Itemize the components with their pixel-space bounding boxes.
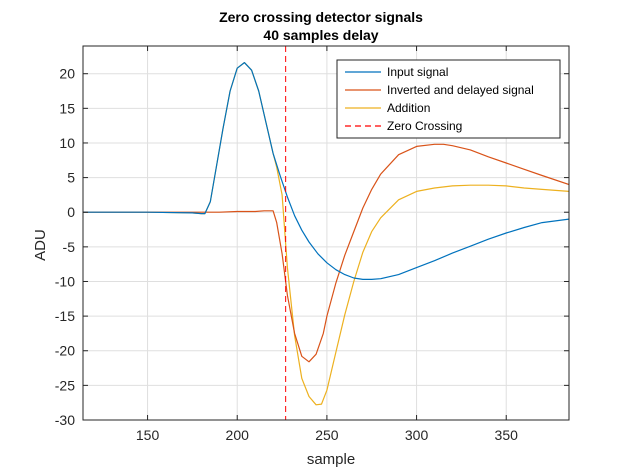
grid-lines: [83, 46, 569, 421]
y-tick-label: 0: [67, 204, 75, 220]
legend-label: Addition: [387, 101, 430, 115]
y-tick-label: -5: [63, 239, 76, 255]
y-tick-label: 5: [67, 170, 75, 186]
x-tick-label: 300: [405, 427, 429, 443]
y-tick-label: -10: [55, 273, 75, 289]
chart-subtitle: 40 samples delay: [263, 27, 378, 43]
y-tick-label: 10: [59, 135, 75, 151]
legend: Input signal Inverted and delayed signal A…: [336, 59, 561, 139]
legend-label: Zero Crossing: [387, 119, 462, 133]
x-tick-label: 250: [315, 427, 339, 443]
axes-frame: [82, 45, 570, 421]
series-line-inverted-and-delayed-signal: [83, 143, 569, 363]
y-tick-label: -15: [55, 308, 75, 324]
y-tick-label: 15: [59, 100, 75, 116]
x-tick-label: 200: [226, 427, 250, 443]
y-axis-label: ADU: [32, 229, 49, 261]
x-tick-label: 350: [495, 427, 519, 443]
y-tick-label: -30: [55, 412, 75, 428]
tick-labels: 150 200 250 300 350 -30 -25 -20 -15 -10 -5 0 5 10 15 20: [55, 66, 518, 443]
legend-label: Input signal: [387, 65, 448, 79]
tick-marks: [83, 46, 569, 421]
x-tick-label: 150: [136, 427, 160, 443]
legend-label: Inverted and delayed signal: [387, 83, 534, 97]
chart-title: Zero crossing detector signals: [219, 9, 423, 25]
series-layer: [83, 46, 569, 420]
x-axis-label: sample: [307, 451, 355, 468]
legend-box: [336, 59, 561, 139]
y-tick-label: -25: [55, 377, 75, 393]
y-tick-label: 20: [59, 66, 75, 82]
y-tick-label: -20: [55, 343, 75, 359]
series-line-input-signal: [83, 61, 569, 280]
